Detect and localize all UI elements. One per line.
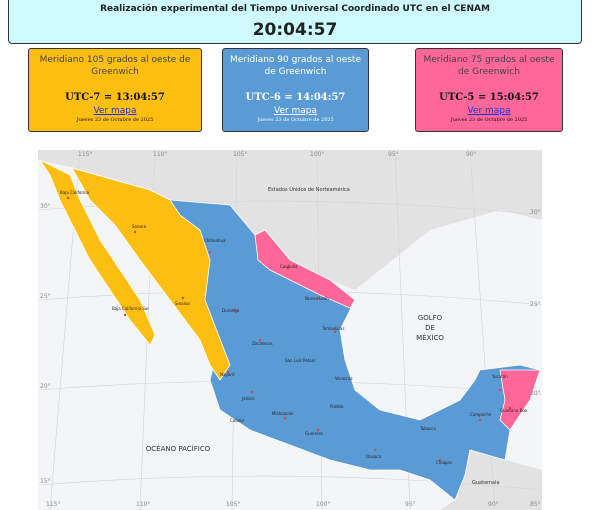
state-label: Chiapas (436, 460, 452, 465)
longitude-label: 95° (388, 151, 399, 158)
zone-box: Meridiano 90 grados al oeste de Greenwic… (222, 48, 369, 132)
longitude-label: 115° (46, 501, 60, 508)
longitude-label: 90° (488, 501, 499, 508)
zone-box: Meridiano 105 grados al oeste de Greenwi… (28, 48, 202, 132)
zone-date: Jueves 23 de Octubre de 2025 (257, 117, 334, 123)
latitude-label: 30° (40, 203, 51, 210)
state-label: Tabasco (419, 426, 437, 431)
sea-label: MÉXICO (416, 333, 444, 342)
latitude-label: 20° (40, 383, 51, 390)
sea-label: DE (425, 324, 435, 332)
capitals (66, 196, 512, 462)
graticule-labels: 115° 110° 105° 100° 95° 90° 115° 110° 10… (40, 151, 541, 508)
zone-time: UTC-5 = 15:04:57 (439, 92, 539, 103)
longitude-label: 90° (466, 151, 477, 158)
state-label: Puebla (330, 404, 344, 409)
pacific-zone (71, 167, 231, 381)
longitude-label: 85° (530, 501, 541, 508)
state-label: Zacatecas (252, 341, 273, 346)
state-label: Tamaulipas (321, 326, 344, 331)
state-label: Chihuahua (204, 238, 226, 243)
state-label: Oaxaca (366, 454, 382, 459)
zone-box: Meridiano 75 grados al oeste de Greenwic… (415, 48, 563, 132)
longitude-label: 110° (136, 501, 150, 508)
state-label: Baja California (60, 190, 90, 195)
longitude-label: 100° (316, 501, 330, 508)
map: 115° 110° 105° 100° 95° 90° 115° 110° 10… (37, 149, 543, 510)
state-label: Nayarit (220, 372, 235, 377)
latitude-label: 15° (40, 478, 51, 485)
longitude-label: 105° (233, 151, 247, 158)
sea-label: OCÉANO PACÍFICO (146, 444, 211, 453)
zone-date: Jueves 23 de Octubre de 2025 (450, 117, 528, 123)
southeast-zone (499, 369, 541, 431)
longitude-label: 95° (405, 501, 416, 508)
zone-date: Jueves 23 de Octubre de 2025 (76, 117, 154, 123)
latitude-label: 25° (40, 293, 51, 300)
zone-time: UTC-6 = 14:04:57 (245, 92, 346, 103)
state-label: San Luis Potosí (285, 358, 316, 363)
header-title: Realización experimental del Tiempo Univ… (100, 4, 490, 14)
state-label: Nuevo León (305, 296, 329, 301)
guatemala-land (440, 450, 542, 510)
state-label: Yucatán (491, 374, 508, 379)
state-label: Sonora (132, 224, 147, 229)
baja-peninsula (38, 158, 156, 346)
usa-land (38, 150, 542, 290)
latitude-label: 20° (530, 390, 541, 397)
longitude-label: 105° (226, 501, 240, 508)
southeast-zone-north (254, 229, 356, 309)
state-label: Guerrero (305, 431, 323, 436)
longitude-label: 115° (78, 151, 92, 158)
map-link[interactable]: Ver mapa (93, 106, 137, 116)
map-link[interactable]: Ver mapa (273, 106, 318, 116)
state-labels: Baja California Sonora Chihuahua Coahuil… (60, 190, 528, 465)
state-label: Jalisco (241, 396, 255, 401)
zone-title: Meridiano 75 grados al oeste de Greenwic… (423, 55, 555, 77)
zone-time: UTC-7 = 13:04:57 (65, 92, 165, 103)
country-label: Estados Unidos de Norteamérica (268, 186, 350, 193)
latitude-label: 25° (530, 301, 541, 308)
state-label: Sinaloa (175, 301, 190, 306)
country-label: Guatemala (472, 480, 500, 486)
clock: 20:04:57 (252, 20, 338, 40)
longitude-label: 110° (153, 151, 167, 158)
state-label: Quintana Roo (500, 408, 528, 413)
zone-title: Meridiano 90 grados al oeste de Greenwic… (230, 55, 361, 77)
state-label: Colima (230, 418, 244, 423)
sea-label: GOLFO (418, 314, 443, 322)
state-label: Veracruz (335, 376, 352, 381)
state-label: Durango (222, 308, 240, 313)
zone-title: Meridiano 105 grados al oeste de Greenwi… (39, 55, 191, 77)
state-label: Michoacán (272, 411, 294, 416)
header: Realización experimental del Tiempo Univ… (8, 0, 582, 44)
state-label: Baja California Sur (112, 306, 149, 311)
latitude-label: 30° (530, 209, 541, 216)
state-label: Coahuila (280, 264, 298, 269)
map-link[interactable]: Ver mapa (467, 106, 511, 116)
state-label: Campeche (470, 412, 492, 417)
longitude-label: 100° (310, 151, 324, 158)
